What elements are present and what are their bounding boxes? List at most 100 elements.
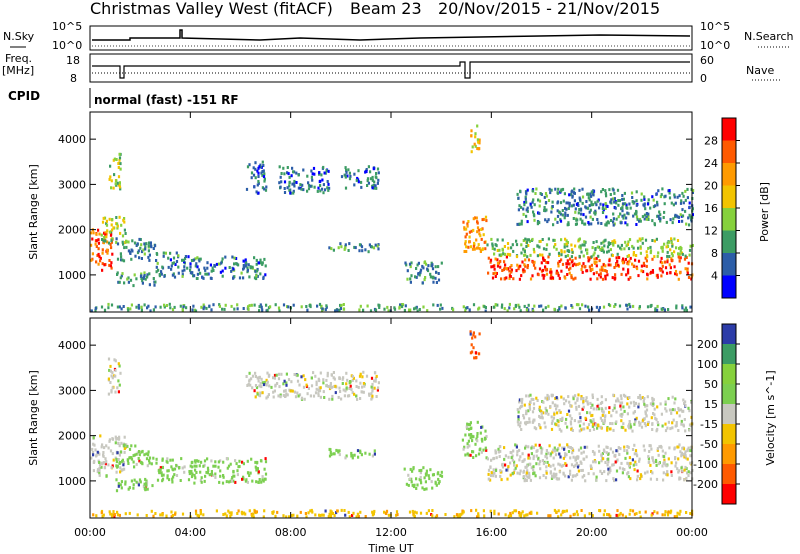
data-cell — [116, 242, 120, 246]
data-cell — [321, 178, 324, 182]
data-cell — [559, 410, 562, 414]
data-cell — [492, 272, 495, 276]
data-cell — [138, 453, 141, 457]
data-cell — [576, 397, 579, 401]
data-cell — [90, 309, 93, 313]
data-cell — [167, 256, 170, 260]
data-cell — [431, 263, 434, 267]
data-cell — [116, 464, 119, 468]
data-cell — [616, 252, 619, 256]
data-cell — [503, 277, 506, 281]
data-cell — [644, 510, 647, 514]
data-cell — [320, 304, 323, 308]
data-cell — [175, 463, 178, 467]
data-cell — [525, 208, 528, 212]
data-cell — [615, 420, 618, 424]
data-cell — [296, 373, 299, 377]
data-cell — [590, 203, 593, 207]
data-cell — [627, 424, 630, 428]
data-cell — [113, 358, 116, 362]
data-cell — [102, 241, 105, 245]
data-cell — [625, 273, 628, 277]
colorbar-tick-label: 50 — [704, 378, 718, 391]
data-cell — [536, 449, 539, 453]
data-cell — [545, 268, 548, 272]
data-cell — [549, 191, 552, 195]
data-cell — [599, 272, 602, 276]
data-cell — [327, 515, 330, 519]
data-cell — [286, 171, 289, 175]
data-cell — [525, 245, 528, 248]
data-cell — [655, 429, 658, 433]
data-cell — [494, 303, 497, 307]
data-cell — [629, 276, 632, 280]
data-cell — [242, 511, 246, 515]
data-cell — [326, 371, 329, 375]
data-cell — [660, 193, 663, 197]
data-cell — [130, 479, 133, 483]
data-cell — [226, 466, 229, 470]
data-cell — [627, 277, 630, 281]
data-cell — [250, 176, 253, 180]
data-cell — [255, 510, 258, 514]
data-cell — [612, 243, 615, 247]
data-cell — [110, 246, 113, 250]
data-cell — [183, 260, 186, 264]
data-cell — [167, 469, 170, 473]
data-cell — [106, 240, 109, 244]
data-cell — [670, 241, 673, 244]
data-cell — [199, 479, 202, 482]
data-cell — [106, 248, 109, 252]
data-cell — [366, 177, 370, 181]
data-cell — [621, 197, 624, 201]
data-cell — [532, 465, 535, 469]
data-cell — [112, 186, 115, 190]
data-cell — [119, 167, 122, 171]
data-cell — [468, 423, 472, 427]
data-cell — [328, 447, 331, 451]
data-cell — [542, 462, 545, 466]
data-cell — [656, 511, 659, 515]
data-cell — [209, 276, 212, 280]
data-cell — [614, 453, 617, 457]
data-cell — [171, 308, 175, 312]
data-cell — [251, 386, 254, 390]
data-cell — [518, 204, 521, 208]
data-cell — [673, 515, 676, 519]
data-cell — [344, 456, 347, 460]
data-cell — [526, 513, 529, 517]
data-cell — [111, 386, 114, 390]
data-cell — [572, 277, 575, 281]
data-cell — [345, 382, 348, 386]
data-cell — [432, 303, 435, 307]
data-cell — [115, 240, 118, 244]
data-cell — [633, 512, 636, 516]
data-cell — [601, 452, 604, 455]
data-cell — [368, 243, 371, 247]
data-cell — [686, 457, 689, 461]
data-cell — [265, 378, 268, 382]
data-cell — [651, 257, 654, 261]
data-cell — [523, 403, 526, 407]
data-cell — [471, 439, 474, 443]
data-cell — [676, 239, 680, 242]
data-cell — [235, 462, 238, 466]
data-cell — [638, 510, 641, 514]
data-cell — [661, 249, 664, 253]
data-cell — [567, 450, 571, 453]
data-cell — [579, 416, 582, 420]
data-cell — [419, 471, 422, 475]
data-cell — [568, 267, 571, 271]
data-cell — [542, 256, 545, 260]
data-cell — [526, 264, 529, 267]
data-cell — [619, 401, 622, 405]
data-cell — [612, 223, 615, 227]
data-cell — [282, 514, 285, 518]
data-cell — [214, 475, 217, 479]
data-cell — [476, 124, 479, 128]
data-cell — [208, 473, 211, 477]
data-cell — [286, 305, 289, 309]
data-cell — [160, 471, 163, 475]
data-cell — [687, 470, 690, 474]
